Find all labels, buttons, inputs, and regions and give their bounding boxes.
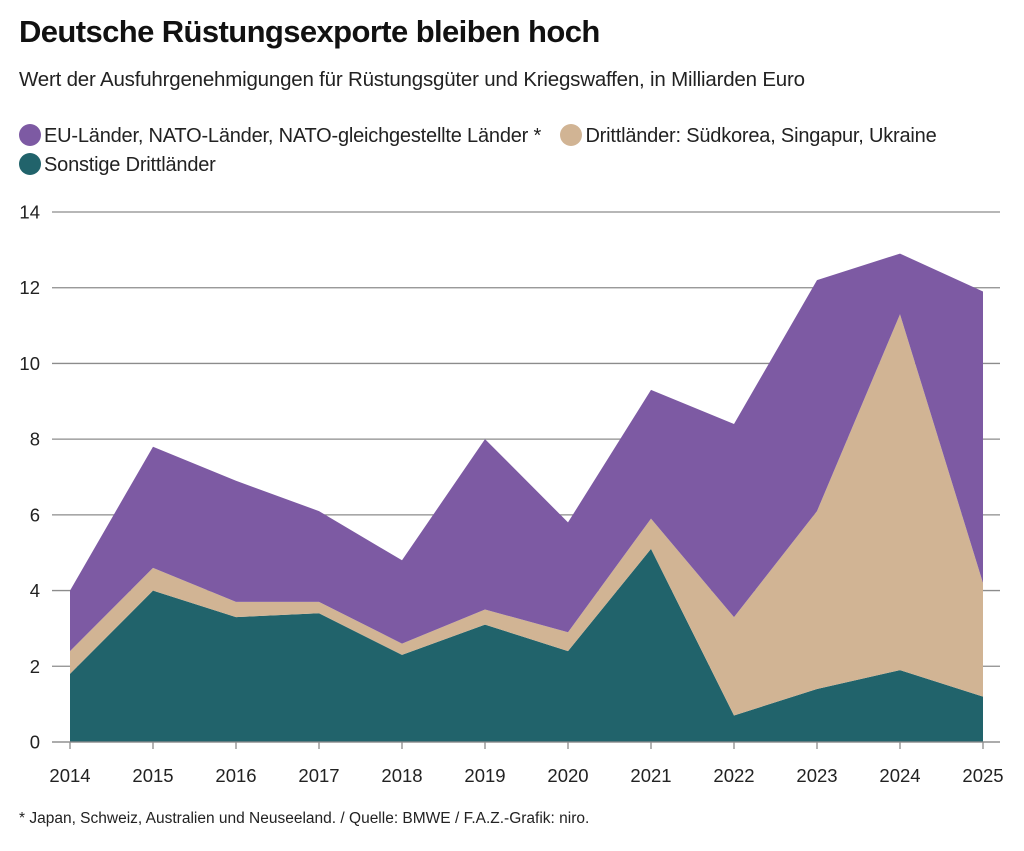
legend: EU-Länder, NATO-Länder, NATO-gleichgeste… xyxy=(19,122,979,180)
x-tick-label: 2022 xyxy=(713,765,754,786)
legend-item-selected-third-countries: Drittländer: Südkorea, Singapur, Ukraine xyxy=(560,124,937,147)
legend-swatch-selected-third-countries xyxy=(560,124,583,146)
x-tick-label: 2014 xyxy=(49,765,90,786)
x-axis: 2014 2015 2016 2017 2018 2019 2020 2021 2022 2023… xyxy=(49,742,1004,786)
legend-swatch-other-third-countries xyxy=(19,153,41,175)
x-tick-label: 2015 xyxy=(132,765,173,786)
x-tick-label: 2025 xyxy=(962,765,1003,786)
legend-label-nato: EU-Länder, NATO-Länder, NATO-gleichgeste… xyxy=(44,125,542,147)
y-tick-label: 4 xyxy=(30,580,40,601)
legend-swatch-nato xyxy=(19,124,41,146)
x-tick-label: 2021 xyxy=(630,765,671,786)
x-tick-label: 2018 xyxy=(381,765,422,786)
y-tick-label: 6 xyxy=(30,504,40,525)
legend-item-nato: EU-Länder, NATO-Länder, NATO-gleichgeste… xyxy=(19,124,546,147)
y-tick-label: 2 xyxy=(30,656,40,677)
y-tick-label: 8 xyxy=(30,429,40,450)
area-series-eu-l-nder-nato-l-nder-nato-gleichgestellte-l-nder xyxy=(70,253,983,652)
chart-title: Deutsche Rüstungsexporte bleiben hoch xyxy=(19,14,600,49)
y-tick-label: 0 xyxy=(30,732,40,753)
area-series-drittl-nder-s-dkorea-singapur-ukraine xyxy=(70,314,983,716)
x-tick-label: 2017 xyxy=(298,765,339,786)
y-tick-label: 14 xyxy=(19,202,40,223)
x-tick-label: 2024 xyxy=(879,765,920,786)
chart-subtitle: Wert der Ausfuhrgenehmigungen für Rüstun… xyxy=(19,68,805,91)
legend-item-other-third-countries: Sonstige Drittländer xyxy=(19,153,216,176)
x-tick-label: 2019 xyxy=(464,765,505,786)
y-tick-label: 10 xyxy=(19,353,40,374)
stacked-area-chart: 0 2 4 6 8 10 12 14 2014 2015 2016 2017 2018 2019 2020… xyxy=(19,202,1004,787)
y-axis: 0 2 4 6 8 10 12 14 xyxy=(19,202,1000,753)
area-series-sonstige-drittl-nder xyxy=(70,548,983,742)
legend-label-other-third-countries: Sonstige Drittländer xyxy=(44,154,216,176)
y-tick-label: 12 xyxy=(19,277,40,298)
x-tick-label: 2020 xyxy=(547,765,588,786)
footnote-source: * Japan, Schweiz, Australien und Neuseel… xyxy=(19,810,590,827)
area-layers xyxy=(70,253,983,742)
x-tick-label: 2023 xyxy=(796,765,837,786)
legend-label-selected-third-countries: Drittländer: Südkorea, Singapur, Ukraine xyxy=(585,125,937,147)
x-tick-label: 2016 xyxy=(215,765,256,786)
